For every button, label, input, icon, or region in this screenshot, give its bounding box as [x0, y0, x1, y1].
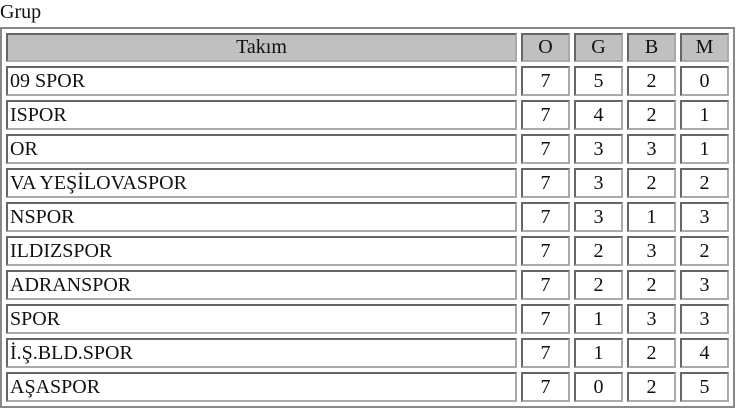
team-name-cell: NSPOR: [6, 202, 517, 232]
drawn-cell: 2: [627, 372, 676, 402]
won-cell: 2: [574, 236, 623, 266]
standings-table: Takım O G B M 09 SPOR 7 5 2 0 ISPOR 7 4 2 1 OR 7 3 3 1…: [0, 27, 735, 408]
header-row: Takım O G B M: [6, 33, 729, 62]
lost-cell: 3: [680, 270, 729, 300]
drawn-cell: 1: [627, 202, 676, 232]
won-cell: 3: [574, 168, 623, 198]
lost-cell: 2: [680, 168, 729, 198]
table-row: ISPOR 7 4 2 1: [6, 100, 729, 130]
played-cell: 7: [521, 236, 570, 266]
team-name-cell: İ.Ş.BLD.SPOR: [6, 338, 517, 368]
drawn-cell: 2: [627, 100, 676, 130]
team-name-cell: SPOR: [6, 304, 517, 334]
won-cell: 3: [574, 134, 623, 164]
played-cell: 7: [521, 270, 570, 300]
played-cell: 7: [521, 66, 570, 96]
table-row: AŞASPOR 7 0 2 5: [6, 372, 729, 402]
table-row: ADRANSPOR 7 2 2 3: [6, 270, 729, 300]
played-cell: 7: [521, 202, 570, 232]
table-row: 09 SPOR 7 5 2 0: [6, 66, 729, 96]
won-cell: 1: [574, 338, 623, 368]
team-name-cell: ADRANSPOR: [6, 270, 517, 300]
lost-cell: 0: [680, 66, 729, 96]
lost-cell: 2: [680, 236, 729, 266]
lost-cell: 3: [680, 304, 729, 334]
team-name-cell: ILDIZSPOR: [6, 236, 517, 266]
won-cell: 2: [574, 270, 623, 300]
header-played: O: [521, 33, 570, 62]
drawn-cell: 2: [627, 66, 676, 96]
lost-cell: 5: [680, 372, 729, 402]
header-drawn: B: [627, 33, 676, 62]
lost-cell: 1: [680, 134, 729, 164]
won-cell: 5: [574, 66, 623, 96]
table-caption: Grup: [0, 1, 42, 23]
header-won: G: [574, 33, 623, 62]
drawn-cell: 2: [627, 338, 676, 368]
lost-cell: 1: [680, 100, 729, 130]
played-cell: 7: [521, 134, 570, 164]
drawn-cell: 3: [627, 236, 676, 266]
table-row: VA YEŞİLOVASPOR 7 3 2 2: [6, 168, 729, 198]
team-name-cell: 09 SPOR: [6, 66, 517, 96]
played-cell: 7: [521, 338, 570, 368]
table-row: OR 7 3 3 1: [6, 134, 729, 164]
team-name-cell: ISPOR: [6, 100, 517, 130]
header-team: Takım: [6, 33, 517, 62]
lost-cell: 3: [680, 202, 729, 232]
table-row: ILDIZSPOR 7 2 3 2: [6, 236, 729, 266]
won-cell: 0: [574, 372, 623, 402]
table-row: SPOR 7 1 3 3: [6, 304, 729, 334]
header-lost: M: [680, 33, 729, 62]
played-cell: 7: [521, 100, 570, 130]
team-name-cell: VA YEŞİLOVASPOR: [6, 168, 517, 198]
drawn-cell: 2: [627, 168, 676, 198]
table-row: İ.Ş.BLD.SPOR 7 1 2 4: [6, 338, 729, 368]
drawn-cell: 3: [627, 304, 676, 334]
played-cell: 7: [521, 168, 570, 198]
lost-cell: 4: [680, 338, 729, 368]
won-cell: 3: [574, 202, 623, 232]
won-cell: 4: [574, 100, 623, 130]
drawn-cell: 3: [627, 134, 676, 164]
played-cell: 7: [521, 304, 570, 334]
drawn-cell: 2: [627, 270, 676, 300]
played-cell: 7: [521, 372, 570, 402]
table-row: NSPOR 7 3 1 3: [6, 202, 729, 232]
won-cell: 1: [574, 304, 623, 334]
team-name-cell: OR: [6, 134, 517, 164]
team-name-cell: AŞASPOR: [6, 372, 517, 402]
